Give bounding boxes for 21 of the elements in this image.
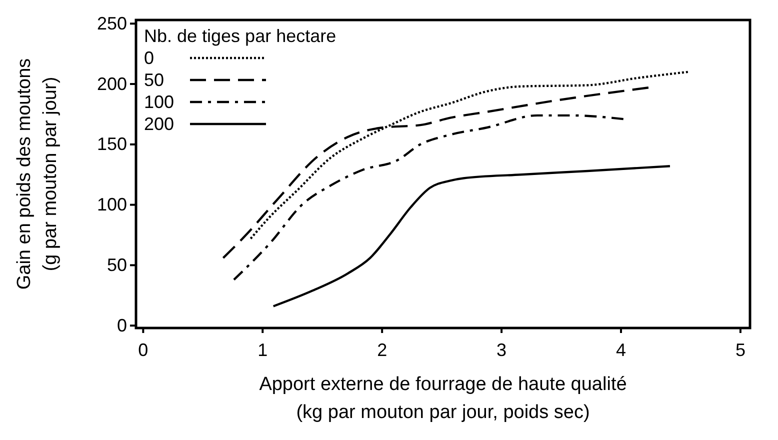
- line-series: [232, 114, 624, 281]
- x-tick-label: 4: [616, 340, 626, 360]
- line-series: [272, 165, 672, 308]
- x-tick-label: 1: [258, 340, 268, 360]
- x-tick-label: 3: [496, 340, 507, 360]
- x-axis-title: Apport externe de fourrage de haute qualité (kg par mouton par jour, poids sec): [259, 374, 627, 423]
- y-tick-label: 100: [96, 194, 127, 215]
- legend-label: 50: [144, 70, 164, 90]
- x-tick-label: 0: [138, 340, 148, 360]
- x-tick-label: 2: [377, 340, 388, 360]
- y-tick-label: 150: [96, 134, 127, 154]
- legend-label: 200: [144, 114, 174, 134]
- legend-label: 100: [144, 92, 174, 112]
- x-tick-label: 5: [735, 340, 746, 360]
- legend-title: Nb. de tiges par hectare: [144, 26, 336, 46]
- legend-label: 0: [144, 48, 154, 68]
- y-tick-label: 200: [96, 74, 127, 94]
- y-tick-label: 50: [106, 254, 127, 275]
- y-tick-label: 0: [116, 315, 127, 336]
- y-axis-title: Gain en poids des moutons (g par mouton par jour): [14, 58, 61, 290]
- y-tick-label: 250: [96, 13, 127, 34]
